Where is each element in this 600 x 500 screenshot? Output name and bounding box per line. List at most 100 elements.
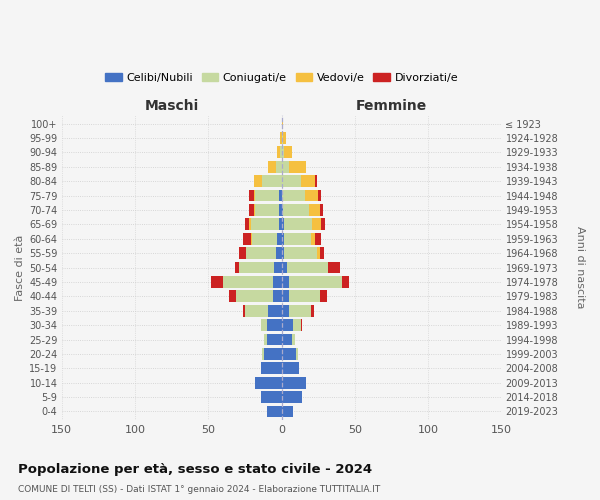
Bar xyxy=(283,132,286,144)
Bar xyxy=(280,146,281,158)
Bar xyxy=(245,305,268,316)
Bar xyxy=(281,334,292,345)
Bar xyxy=(320,204,323,216)
Bar xyxy=(236,290,273,302)
Bar xyxy=(320,247,324,259)
Bar xyxy=(287,262,328,274)
Bar xyxy=(311,233,315,244)
Bar xyxy=(281,132,283,144)
Bar xyxy=(244,305,245,316)
Bar xyxy=(284,218,312,230)
Bar xyxy=(247,247,275,259)
Bar xyxy=(211,276,223,288)
Bar xyxy=(281,175,301,187)
Bar xyxy=(305,190,318,202)
Bar xyxy=(274,262,281,274)
Bar xyxy=(315,175,317,187)
Bar xyxy=(262,175,281,187)
Bar xyxy=(278,204,281,216)
Bar xyxy=(317,247,320,259)
Y-axis label: Fasce di età: Fasce di età xyxy=(15,234,25,300)
Bar xyxy=(341,276,349,288)
Bar xyxy=(249,218,251,230)
Bar xyxy=(283,204,310,216)
Bar xyxy=(281,290,289,302)
Bar xyxy=(289,290,320,302)
Bar xyxy=(267,334,281,345)
Bar xyxy=(275,247,281,259)
Bar xyxy=(296,348,298,360)
Bar xyxy=(289,276,341,288)
Bar xyxy=(281,362,299,374)
Bar xyxy=(281,204,283,216)
Bar xyxy=(278,190,281,202)
Bar xyxy=(251,218,278,230)
Bar xyxy=(284,146,292,158)
Bar xyxy=(320,290,327,302)
Bar xyxy=(255,190,278,202)
Bar xyxy=(301,175,315,187)
Bar xyxy=(284,247,317,259)
Bar xyxy=(321,218,325,230)
Bar xyxy=(268,305,281,316)
Bar xyxy=(235,262,239,274)
Bar xyxy=(281,247,284,259)
Bar xyxy=(255,204,278,216)
Bar xyxy=(249,204,254,216)
Bar xyxy=(249,190,254,202)
Bar xyxy=(254,175,262,187)
Bar xyxy=(245,218,249,230)
Bar xyxy=(318,190,321,202)
Bar xyxy=(301,319,302,331)
Bar xyxy=(277,233,281,244)
Bar xyxy=(281,276,289,288)
Bar xyxy=(264,348,281,360)
Text: Popolazione per età, sesso e stato civile - 2024: Popolazione per età, sesso e stato civil… xyxy=(18,462,372,475)
Bar xyxy=(244,233,251,244)
Bar xyxy=(281,348,296,360)
Bar xyxy=(310,204,320,216)
Bar xyxy=(281,406,293,417)
Bar xyxy=(281,161,289,172)
Bar xyxy=(273,290,281,302)
Text: Maschi: Maschi xyxy=(145,98,199,112)
Bar xyxy=(289,305,311,316)
Text: Femmine: Femmine xyxy=(356,98,427,112)
Bar xyxy=(281,146,284,158)
Bar xyxy=(278,218,281,230)
Bar xyxy=(284,233,311,244)
Bar xyxy=(328,262,340,274)
Bar xyxy=(252,233,277,244)
Bar xyxy=(281,305,289,316)
Bar xyxy=(275,161,281,172)
Bar xyxy=(239,262,274,274)
Bar xyxy=(312,218,321,230)
Bar xyxy=(261,319,267,331)
Bar xyxy=(261,391,281,403)
Bar xyxy=(262,348,264,360)
Bar xyxy=(223,276,273,288)
Bar xyxy=(281,262,287,274)
Bar xyxy=(281,218,284,230)
Bar xyxy=(251,233,252,244)
Bar xyxy=(280,132,281,144)
Bar xyxy=(277,146,280,158)
Bar xyxy=(311,305,314,316)
Bar xyxy=(267,319,281,331)
Bar xyxy=(281,377,307,388)
Bar xyxy=(281,391,302,403)
Bar xyxy=(254,190,255,202)
Bar xyxy=(229,290,236,302)
Bar xyxy=(281,118,283,130)
Bar xyxy=(289,161,307,172)
Bar xyxy=(293,319,301,331)
Bar xyxy=(254,204,255,216)
Bar xyxy=(281,190,305,202)
Y-axis label: Anni di nascita: Anni di nascita xyxy=(575,226,585,309)
Bar xyxy=(273,276,281,288)
Bar xyxy=(264,334,267,345)
Bar xyxy=(255,377,281,388)
Bar xyxy=(239,247,247,259)
Bar xyxy=(281,233,284,244)
Bar xyxy=(267,406,281,417)
